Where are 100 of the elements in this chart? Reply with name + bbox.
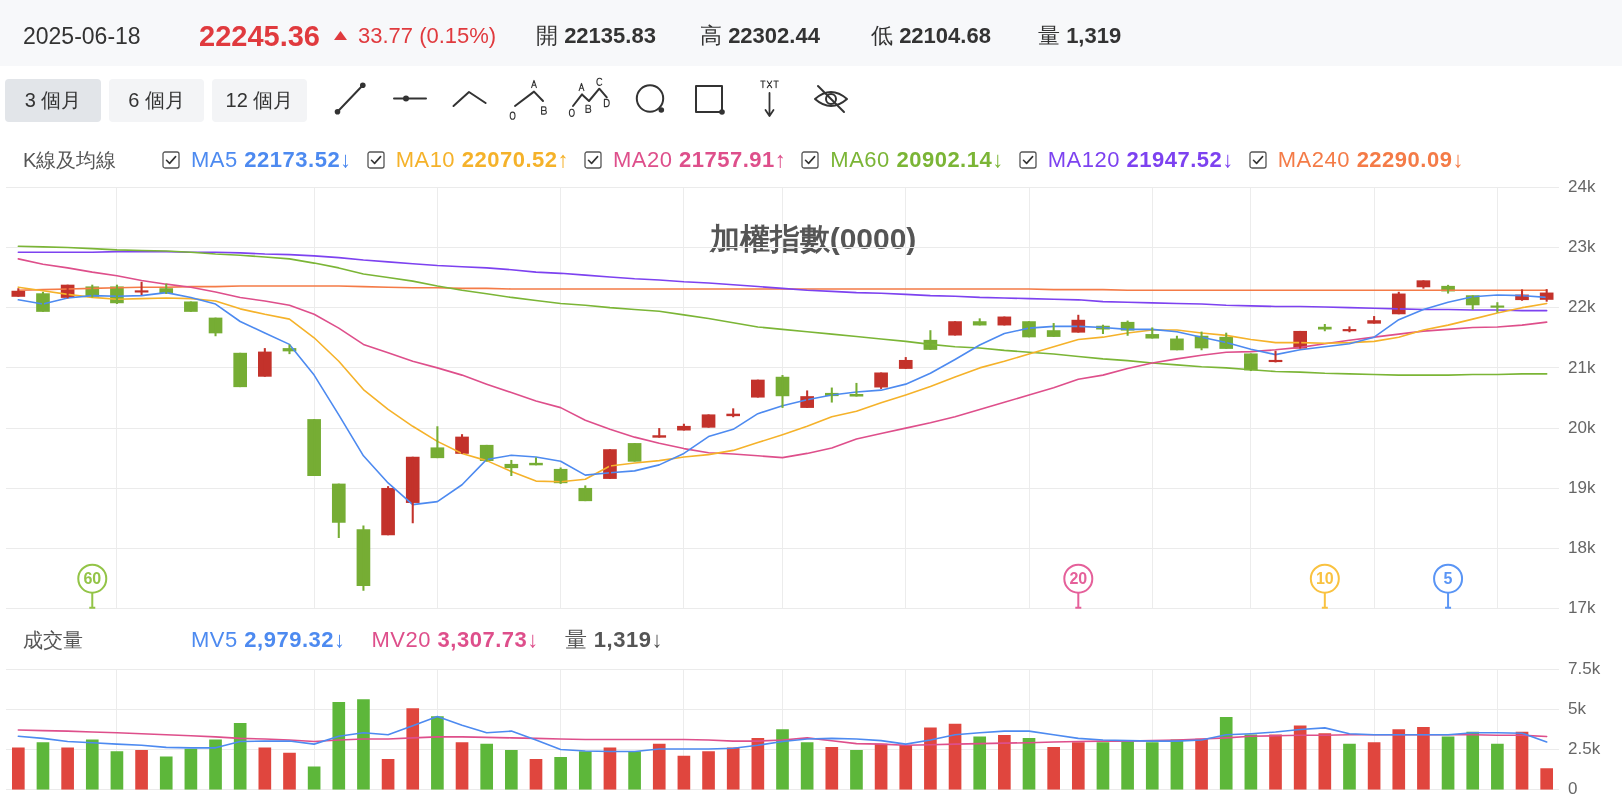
text: 6 個月 [109, 79, 204, 122]
bar [1219, 716, 1233, 790]
bar [505, 749, 518, 790]
bar [776, 728, 789, 790]
y-tick-label: 22k [1568, 297, 1596, 317]
bar [1096, 741, 1110, 790]
bar [628, 750, 641, 790]
bar [726, 747, 740, 790]
text: MA20 21757.91↑ [612, 147, 787, 172]
y-tick-label: 23k [1568, 237, 1596, 257]
bar [850, 749, 863, 790]
bar [1293, 725, 1307, 790]
y-tick-label: 7.5k [1568, 658, 1601, 678]
text: MV5 2,979.32↓ [191, 627, 346, 652]
series-label: 20 [1069, 570, 1088, 588]
text: MA10 22070.52↑ [395, 147, 569, 172]
text: 加權指數(0000) [709, 222, 917, 256]
y-tick-label: 24k [1568, 177, 1596, 197]
bar [603, 747, 617, 790]
bar [12, 747, 25, 790]
bar [381, 758, 395, 790]
text: MA5 22173.52↓ [191, 147, 352, 172]
candlestick [751, 380, 765, 398]
candlestick [1367, 316, 1381, 325]
bar [357, 698, 370, 790]
text: 33.77 (0.15%) [358, 22, 497, 50]
bar [1392, 728, 1406, 790]
y-tick-label: 0 [1568, 779, 1578, 799]
bar [702, 750, 715, 790]
candlestick [701, 414, 716, 429]
bar [1121, 740, 1134, 790]
bar [455, 741, 469, 790]
bar [233, 722, 247, 790]
candlestick [948, 321, 962, 336]
candlestick [627, 443, 642, 463]
candlestick [603, 449, 617, 480]
bar [1417, 726, 1430, 790]
text: MA60 20902.14↓ [830, 147, 1004, 172]
bar [1491, 743, 1504, 790]
bar [899, 744, 913, 790]
text: 開 22135.83 [536, 23, 656, 48]
text: 22245.36 [199, 19, 320, 54]
candlestick [1022, 321, 1036, 338]
bar [36, 741, 50, 790]
bar [652, 743, 666, 790]
bar [1540, 767, 1554, 790]
bar [800, 741, 814, 790]
y-tick-label: 21k [1568, 357, 1596, 377]
bar [1244, 734, 1258, 790]
bar [61, 747, 74, 790]
y-tick-label: 2.5k [1568, 738, 1601, 758]
bar [184, 748, 198, 790]
text: 量 1,319 [1038, 23, 1122, 48]
text: 低 22104.68 [871, 23, 991, 48]
bar [159, 756, 173, 790]
bar [1145, 741, 1159, 790]
candlestick [134, 282, 149, 296]
text: 12 個月 [212, 79, 307, 122]
bar [258, 747, 272, 790]
y-tick-label: 19k [1568, 478, 1596, 498]
bar [924, 727, 937, 790]
text: 2025-06-18 [23, 22, 141, 51]
text: MV20 3,307.73↓ [371, 627, 539, 652]
text: 量 1,319↓ [564, 627, 663, 652]
bar [677, 755, 691, 790]
y-tick-label: 20k [1568, 418, 1596, 438]
series-label: 10 [1315, 570, 1334, 588]
candlestick [1145, 327, 1160, 339]
bar [1441, 736, 1455, 790]
bar [1343, 743, 1356, 790]
bar [431, 715, 444, 790]
candlestick [233, 353, 248, 388]
bar [554, 756, 567, 790]
candlestick [849, 383, 864, 397]
candlestick [307, 419, 321, 477]
candlestick [184, 301, 198, 313]
bar [973, 736, 987, 790]
bar [209, 739, 222, 790]
bar [825, 746, 839, 790]
series-label: 60 [83, 570, 102, 588]
bar [1318, 732, 1332, 790]
text: MA240 22290.09↓ [1277, 147, 1464, 172]
series-label: 5 [1443, 570, 1453, 588]
bar [1269, 734, 1282, 790]
bar [406, 707, 420, 790]
bar [578, 750, 592, 790]
bar [1367, 741, 1381, 790]
bar [283, 752, 296, 790]
y-tick-label: 17k [1568, 598, 1596, 618]
bar [85, 739, 99, 790]
bar [874, 743, 888, 790]
text: 3 個月 [5, 79, 101, 122]
bar [1071, 741, 1085, 790]
bar [1195, 738, 1208, 790]
text: MA120 21947.52↓ [1047, 147, 1234, 172]
legend-title: 成交量 [23, 628, 83, 653]
bar [307, 766, 321, 790]
bar [135, 749, 148, 790]
y-tick-label: 5k [1568, 698, 1587, 718]
bar [529, 758, 543, 790]
